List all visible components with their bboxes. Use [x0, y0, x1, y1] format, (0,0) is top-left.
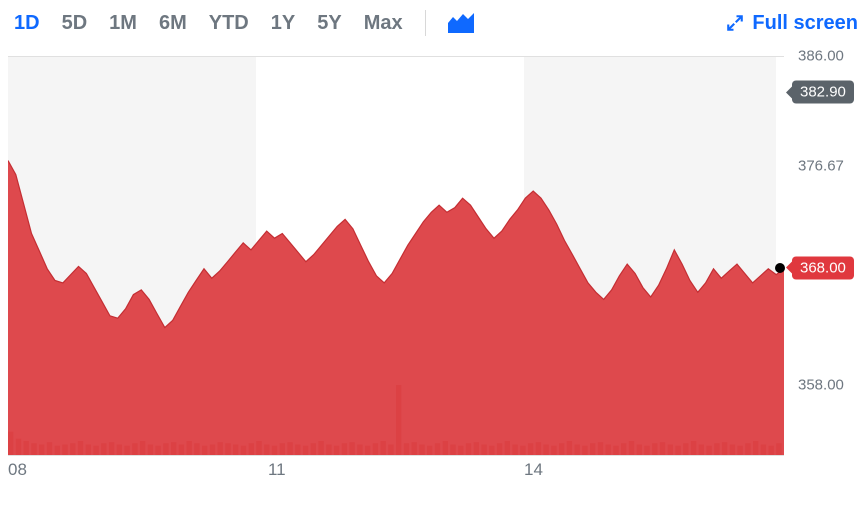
chart-toolbar: 1D 5D 1M 6M YTD 1Y 5Y Max Full screen [0, 0, 868, 46]
plot-area[interactable] [8, 56, 784, 456]
x-tick: 08 [8, 460, 27, 480]
reference-price-tag: 382.90 [792, 81, 854, 104]
x-tick: 11 [268, 460, 286, 480]
price-chart: 386.00 376.67 358.00 382.90 368.00 08 11 14 [8, 46, 862, 498]
y-tick: 358.00 [798, 377, 844, 394]
range-tab-1d[interactable]: 1D [14, 12, 40, 35]
toolbar-divider [425, 10, 426, 36]
range-tab-1y[interactable]: 1Y [271, 12, 295, 35]
volume-bars [8, 385, 784, 455]
full-screen-label: Full screen [752, 12, 858, 35]
chart-type-icon[interactable] [448, 13, 474, 33]
last-price-dot [775, 263, 785, 273]
range-tab-1m[interactable]: 1M [109, 12, 137, 35]
x-tick: 14 [524, 460, 543, 480]
range-tab-5d[interactable]: 5D [62, 12, 88, 35]
range-tab-5y[interactable]: 5Y [317, 12, 341, 35]
range-tab-ytd[interactable]: YTD [209, 12, 249, 35]
y-tick: 376.67 [798, 157, 844, 174]
full-screen-button[interactable]: Full screen [726, 12, 858, 35]
y-axis: 386.00376.67358.00382.90368.00 [792, 56, 862, 456]
x-axis: 08 11 14 [8, 460, 784, 490]
range-tab-max[interactable]: Max [364, 12, 403, 35]
range-tabs: 1D 5D 1M 6M YTD 1Y 5Y Max [14, 12, 403, 35]
y-tick: 386.00 [798, 48, 844, 65]
expand-icon [726, 14, 744, 32]
range-tab-6m[interactable]: 6M [159, 12, 187, 35]
last-price-tag: 368.00 [792, 256, 854, 279]
